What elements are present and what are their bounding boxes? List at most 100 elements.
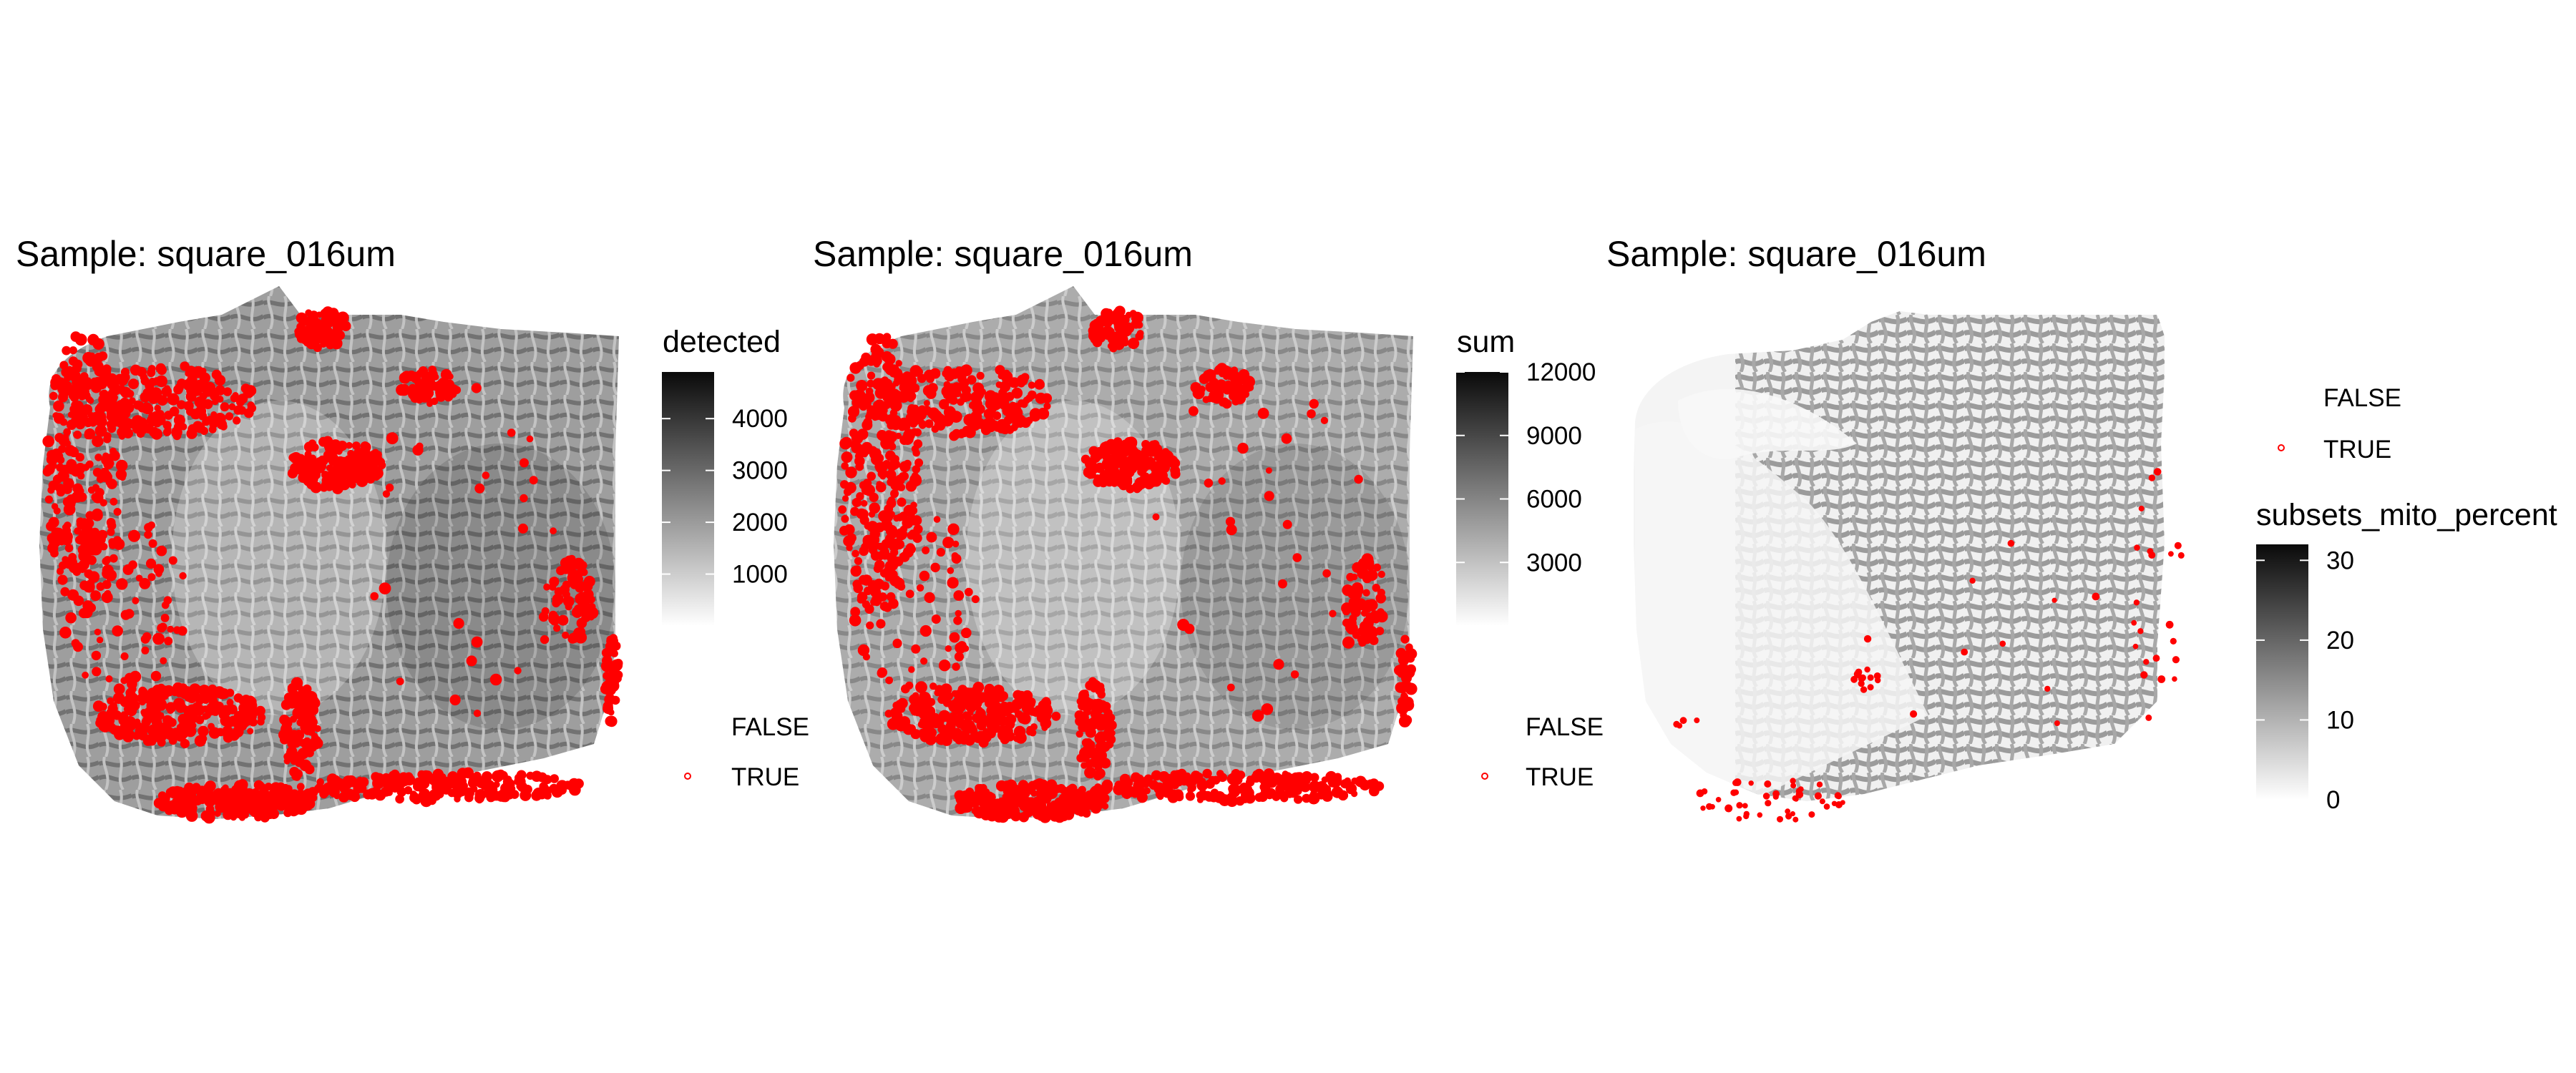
outlier-point — [157, 365, 167, 376]
outlier-point — [306, 337, 318, 350]
outlier-point — [59, 627, 72, 639]
outlier-point — [144, 530, 152, 539]
outlier-point — [213, 793, 221, 801]
outlier-point — [1214, 368, 1221, 375]
outlier-point — [1075, 730, 1083, 738]
outlier-point — [269, 798, 281, 810]
outlier-point — [874, 559, 885, 571]
legend-entry-true-label: TRUE — [2323, 436, 2391, 464]
outlier-point — [1083, 466, 1094, 478]
outlier-point — [1696, 789, 1704, 798]
outlier-point — [143, 406, 152, 414]
outlier-point — [1018, 733, 1027, 742]
outlier-point — [518, 523, 528, 534]
outlier-point — [53, 507, 61, 515]
outlier-point — [172, 431, 182, 441]
outlier-point — [841, 514, 849, 523]
legend-entry-true-marker — [1481, 773, 1488, 780]
outlier-point — [89, 352, 96, 359]
outlier-point — [995, 365, 1005, 376]
outlier-point — [1765, 800, 1772, 807]
outlier-point — [1677, 722, 1683, 729]
outlier-point — [965, 720, 975, 730]
outlier-point — [105, 675, 113, 682]
outlier-point — [997, 805, 1008, 815]
outlier-point — [482, 471, 490, 479]
outlier-point — [62, 346, 72, 356]
outlier-point — [151, 708, 159, 716]
outlier-point — [909, 476, 921, 487]
outlier-point — [989, 798, 997, 806]
outlier-point — [1736, 815, 1742, 822]
outlier-point — [1835, 793, 1842, 800]
colorbar-tick-label: 6000 — [1526, 486, 1582, 514]
outlier-point — [1000, 735, 1010, 745]
outlier-point — [429, 789, 439, 800]
outlier-point — [1163, 783, 1174, 793]
outlier-point — [884, 560, 897, 572]
outlier-point — [976, 730, 986, 740]
outlier-point — [155, 570, 162, 577]
outlier-point — [305, 802, 312, 809]
outlier-point — [440, 776, 450, 786]
outlier-point — [1237, 442, 1249, 454]
outlier-point — [101, 592, 113, 603]
outlier-point — [200, 383, 210, 393]
outlier-point — [862, 600, 871, 609]
outlier-point — [2174, 542, 2182, 549]
outlier-point — [1020, 400, 1028, 408]
outlier-point — [96, 416, 107, 428]
outlier-point — [214, 810, 221, 818]
outlier-point — [172, 785, 182, 795]
outlier-point — [64, 440, 72, 447]
outlier-point — [44, 464, 55, 475]
colorbar-tick-label: 12000 — [1526, 358, 1596, 386]
outlier-point — [1106, 720, 1117, 731]
outlier-point — [290, 758, 298, 765]
outlier-point — [195, 788, 205, 797]
outlier-point — [2137, 628, 2144, 635]
outlier-point — [549, 783, 559, 793]
outlier-point — [855, 462, 864, 471]
outlier-point — [911, 644, 921, 654]
outlier-point — [163, 596, 172, 605]
outlier-point — [109, 383, 122, 396]
outlier-point — [1792, 795, 1798, 802]
outlier-point — [852, 549, 859, 558]
outlier-point — [94, 454, 102, 461]
outlier-point — [1369, 635, 1379, 645]
outlier-point — [303, 467, 313, 476]
outlier-point — [113, 695, 122, 704]
outlier-point — [1226, 683, 1235, 692]
outlier-point — [1191, 776, 1199, 785]
outlier-point — [411, 389, 419, 397]
outlier-point — [557, 567, 565, 576]
outlier-point — [1257, 408, 1269, 419]
outlier-point — [940, 683, 952, 695]
outlier-point — [970, 685, 982, 697]
outlier-point — [2092, 592, 2100, 601]
outlier-point — [150, 378, 158, 386]
outlier-point — [225, 802, 237, 813]
outlier-point — [1368, 627, 1379, 638]
outlier-point — [323, 313, 334, 324]
outlier-point — [269, 788, 277, 796]
outlier-point — [885, 676, 894, 685]
outlier-point — [134, 422, 145, 433]
outlier-point — [964, 587, 973, 597]
outlier-point — [216, 687, 228, 700]
outlier-point — [930, 682, 937, 690]
outlier-point — [396, 677, 404, 685]
outlier-point — [1292, 553, 1302, 562]
outlier-point — [1016, 420, 1025, 428]
outlier-point — [902, 422, 911, 431]
outlier-point — [211, 390, 220, 398]
outlier-point — [237, 406, 247, 415]
outlier-point — [874, 522, 885, 533]
outlier-point — [563, 595, 571, 603]
outlier-point — [849, 428, 859, 438]
outlier-point — [2177, 552, 2185, 559]
outlier-point — [323, 479, 331, 486]
outlier-point — [1236, 384, 1249, 397]
outlier-point — [859, 401, 868, 411]
